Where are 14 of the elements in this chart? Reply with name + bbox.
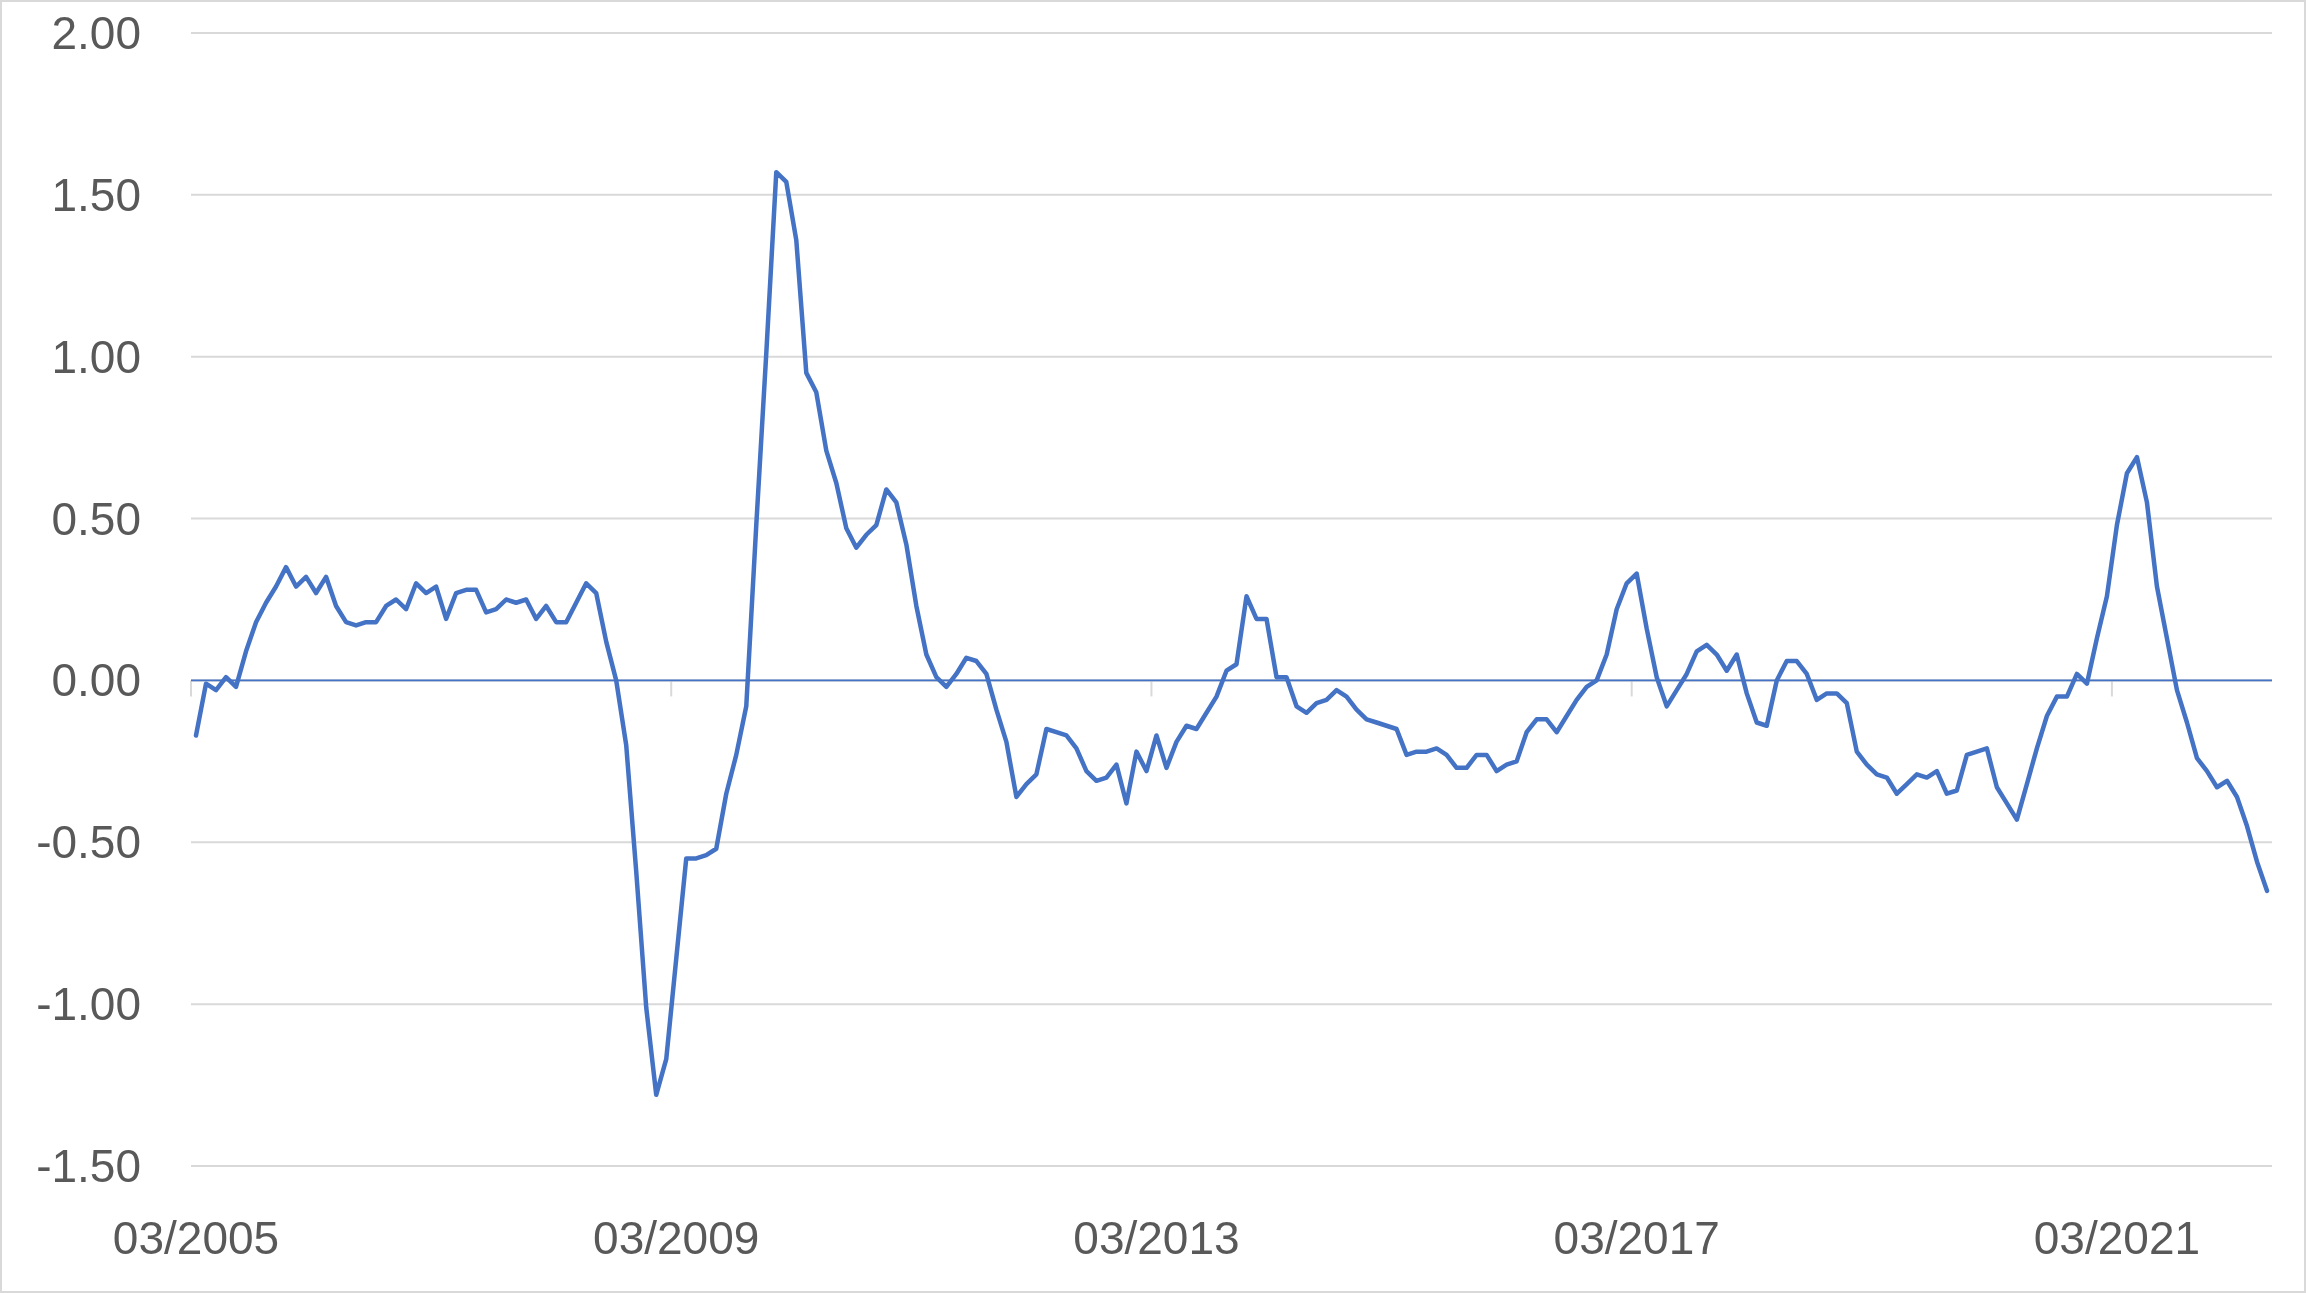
y-tick-label: 1.00	[51, 330, 141, 383]
x-tick-label: 03/2021	[2033, 1212, 2201, 1264]
y-tick-label: -1.00	[36, 978, 141, 1031]
y-tick-label: -0.50	[36, 816, 141, 869]
y-tick-label: 2.00	[51, 7, 141, 59]
y-tick-label: -1.50	[36, 1140, 141, 1192]
x-tick-label: 03/2013	[1073, 1212, 1240, 1264]
x-tick-label: 03/2009	[593, 1212, 760, 1264]
line-series	[193, 169, 2270, 1098]
y-tick-label: 0.50	[51, 492, 141, 545]
x-tick-label: 03/2017	[1553, 1212, 1720, 1264]
x-tick-label: 03/2005	[112, 1212, 280, 1264]
y-tick-label: 0.00	[51, 654, 141, 707]
y-tick-label: 1.50	[51, 168, 141, 221]
